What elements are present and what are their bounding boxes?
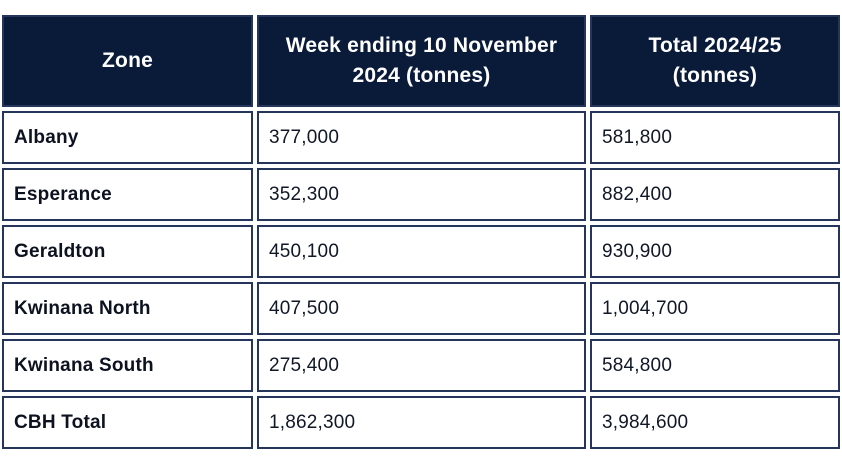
zone-cell: Kwinana North [2,282,253,335]
total-cell: 584,800 [590,339,840,392]
total-cell: 1,004,700 [590,282,840,335]
week-cell: 352,300 [257,168,586,221]
week-cell: 377,000 [257,111,586,164]
zone-cell: Albany [2,111,253,164]
total-cell: 882,400 [590,168,840,221]
column-header-zone: Zone [2,15,253,107]
total-cell: 581,800 [590,111,840,164]
total-cell: 3,984,600 [590,396,840,449]
total-cell: 930,900 [590,225,840,278]
week-cell: 275,400 [257,339,586,392]
week-cell: 1,862,300 [257,396,586,449]
receivals-table: Zone Week ending 10 November 2024 (tonne… [2,15,840,449]
week-cell: 407,500 [257,282,586,335]
column-header-total: Total 2024/25 (tonnes) [590,15,840,107]
zone-cell: Kwinana South [2,339,253,392]
zone-cell: CBH Total [2,396,253,449]
zone-cell: Esperance [2,168,253,221]
week-cell: 450,100 [257,225,586,278]
zone-cell: Geraldton [2,225,253,278]
column-header-week: Week ending 10 November 2024 (tonnes) [257,15,586,107]
